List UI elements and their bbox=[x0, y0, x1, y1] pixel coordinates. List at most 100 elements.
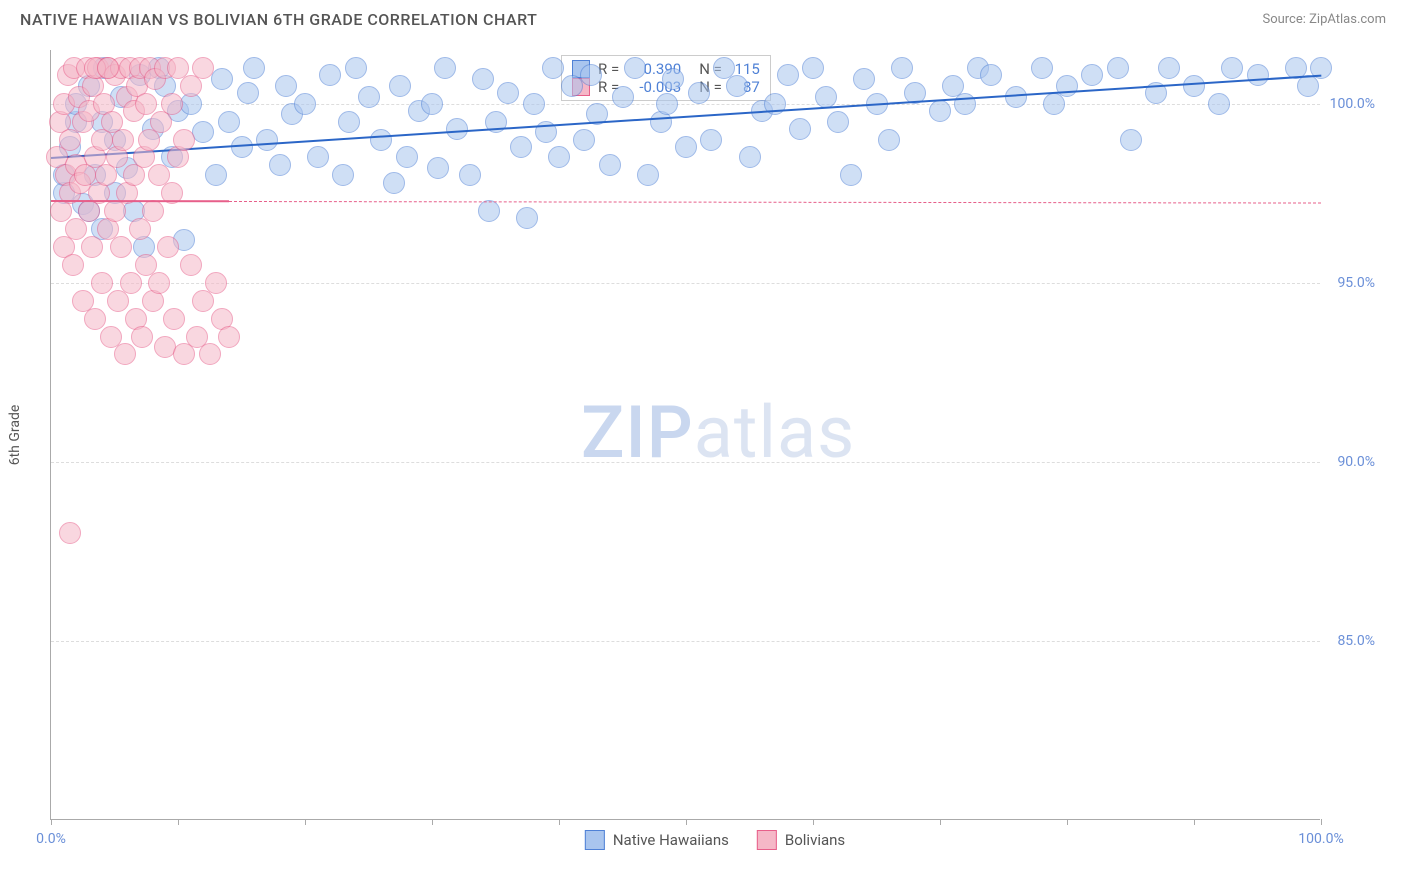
scatter-point bbox=[59, 522, 81, 544]
scatter-point bbox=[256, 129, 278, 151]
chart-header: NATIVE HAWAIIAN VS BOLIVIAN 6TH GRADE CO… bbox=[0, 0, 1406, 37]
legend-marker-icon bbox=[757, 830, 777, 850]
scatter-point bbox=[777, 64, 799, 86]
scatter-point bbox=[478, 200, 500, 222]
scatter-point bbox=[84, 308, 106, 330]
scatter-point bbox=[269, 154, 291, 176]
scatter-point bbox=[218, 326, 240, 348]
scatter-point bbox=[91, 272, 113, 294]
scatter-point bbox=[954, 93, 976, 115]
scatter-point bbox=[396, 146, 418, 168]
scatter-point bbox=[523, 93, 545, 115]
scatter-point bbox=[612, 86, 634, 108]
scatter-point bbox=[853, 68, 875, 90]
scatter-point bbox=[358, 86, 380, 108]
scatter-point bbox=[192, 121, 214, 143]
scatter-point bbox=[802, 57, 824, 79]
scatter-point bbox=[980, 64, 1002, 86]
scatter-point bbox=[446, 118, 468, 140]
y-tick-label: 95.0% bbox=[1337, 275, 1375, 291]
scatter-point bbox=[332, 164, 354, 186]
scatter-point bbox=[243, 57, 265, 79]
scatter-point bbox=[1247, 64, 1269, 86]
scatter-point bbox=[345, 57, 367, 79]
x-tick bbox=[559, 819, 560, 825]
chart-source: Source: ZipAtlas.com bbox=[1262, 12, 1386, 27]
scatter-point bbox=[307, 146, 329, 168]
scatter-point bbox=[542, 57, 564, 79]
scatter-point bbox=[1158, 57, 1180, 79]
scatter-point bbox=[789, 118, 811, 140]
legend-marker-icon bbox=[585, 830, 605, 850]
scatter-point bbox=[662, 68, 684, 90]
scatter-point bbox=[827, 111, 849, 133]
scatter-point bbox=[929, 100, 951, 122]
scatter-point bbox=[637, 164, 659, 186]
scatter-point bbox=[726, 75, 748, 97]
legend-label: Bolivians bbox=[785, 831, 845, 849]
scatter-point bbox=[656, 93, 678, 115]
scatter-point bbox=[599, 154, 621, 176]
x-tick bbox=[51, 819, 52, 825]
scatter-point bbox=[205, 164, 227, 186]
scatter-point bbox=[294, 93, 316, 115]
scatter-point bbox=[199, 343, 221, 365]
scatter-point bbox=[472, 68, 494, 90]
scatter-point bbox=[815, 86, 837, 108]
chart-area: 6th Grade ZIPatlas R =0.390N =115R =-0.0… bbox=[50, 50, 1380, 820]
scatter-point bbox=[497, 82, 519, 104]
scatter-point bbox=[1107, 57, 1129, 79]
legend-item: Native Hawaiians bbox=[585, 830, 729, 850]
scatter-point bbox=[688, 82, 710, 104]
gridline bbox=[51, 641, 1320, 642]
scatter-point bbox=[81, 236, 103, 258]
gridline bbox=[51, 104, 1320, 105]
scatter-point bbox=[434, 57, 456, 79]
scatter-point bbox=[237, 82, 259, 104]
scatter-point bbox=[1031, 57, 1053, 79]
scatter-point bbox=[205, 272, 227, 294]
y-axis-label: 6th Grade bbox=[7, 405, 23, 466]
legend-item: Bolivians bbox=[757, 830, 845, 850]
scatter-point bbox=[157, 236, 179, 258]
x-tick-label: 0.0% bbox=[36, 831, 66, 847]
scatter-point bbox=[383, 172, 405, 194]
x-tick bbox=[686, 819, 687, 825]
scatter-point bbox=[840, 164, 862, 186]
y-tick-label: 85.0% bbox=[1337, 633, 1375, 649]
scatter-point bbox=[142, 200, 164, 222]
scatter-point bbox=[1208, 93, 1230, 115]
scatter-point bbox=[1120, 129, 1142, 151]
x-tick bbox=[1194, 819, 1195, 825]
x-tick bbox=[940, 819, 941, 825]
scatter-point bbox=[62, 254, 84, 276]
scatter-point bbox=[180, 254, 202, 276]
y-tick-label: 90.0% bbox=[1337, 454, 1375, 470]
scatter-point bbox=[218, 111, 240, 133]
scatter-point bbox=[510, 136, 532, 158]
scatter-point bbox=[459, 164, 481, 186]
scatter-point bbox=[275, 75, 297, 97]
scatter-point bbox=[110, 236, 132, 258]
x-tick bbox=[1067, 819, 1068, 825]
y-tick-label: 100.0% bbox=[1330, 96, 1375, 112]
gridline bbox=[51, 283, 1320, 284]
x-tick bbox=[305, 819, 306, 825]
scatter-point bbox=[192, 57, 214, 79]
scatter-point bbox=[319, 64, 341, 86]
x-tick-label: 100.0% bbox=[1298, 831, 1343, 847]
scatter-point bbox=[516, 207, 538, 229]
scatter-point bbox=[700, 129, 722, 151]
chart-legend: Native Hawaiians Bolivians bbox=[585, 830, 845, 850]
scatter-point bbox=[161, 93, 183, 115]
scatter-point bbox=[675, 136, 697, 158]
scatter-point bbox=[97, 57, 119, 79]
scatter-point bbox=[1221, 57, 1243, 79]
scatter-point bbox=[114, 343, 136, 365]
scatter-point bbox=[421, 93, 443, 115]
scatter-point bbox=[427, 157, 449, 179]
x-tick bbox=[813, 819, 814, 825]
scatter-point bbox=[338, 111, 360, 133]
scatter-point bbox=[1183, 75, 1205, 97]
scatter-point bbox=[120, 272, 142, 294]
